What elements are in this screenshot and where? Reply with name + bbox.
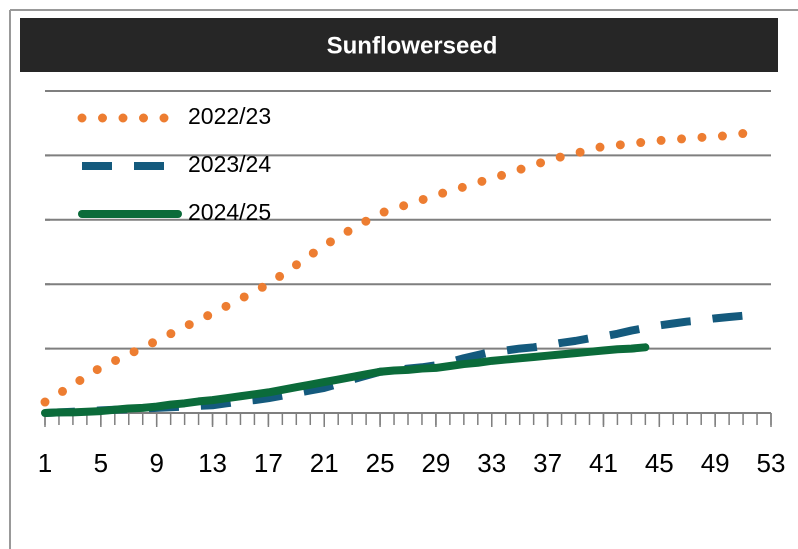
x-tick-label: 1 bbox=[38, 448, 52, 478]
x-tick-label: 33 bbox=[477, 448, 506, 478]
series-line bbox=[44, 311, 758, 417]
x-tick-label: 5 bbox=[94, 448, 108, 478]
legend-label: 2024/25 bbox=[188, 199, 271, 225]
legend-label: 2023/24 bbox=[188, 151, 271, 177]
x-tick-label: 53 bbox=[757, 448, 786, 478]
x-tick-label: 29 bbox=[421, 448, 450, 478]
legend-label: 2022/23 bbox=[188, 103, 271, 129]
x-tick-label: 37 bbox=[533, 448, 562, 478]
x-tick-label: 41 bbox=[589, 448, 618, 478]
chart-title: Sunflowerseed bbox=[327, 32, 498, 59]
series-line bbox=[40, 127, 762, 407]
x-tick-label: 17 bbox=[254, 448, 283, 478]
x-tick-label: 21 bbox=[310, 448, 339, 478]
title-bar bbox=[20, 18, 778, 72]
x-tick-label: 49 bbox=[701, 448, 730, 478]
x-tick-label: 9 bbox=[149, 448, 163, 478]
x-tick-label: 13 bbox=[198, 448, 227, 478]
x-tick-label: 45 bbox=[645, 448, 674, 478]
series-line bbox=[41, 343, 650, 417]
x-tick-label: 25 bbox=[366, 448, 395, 478]
